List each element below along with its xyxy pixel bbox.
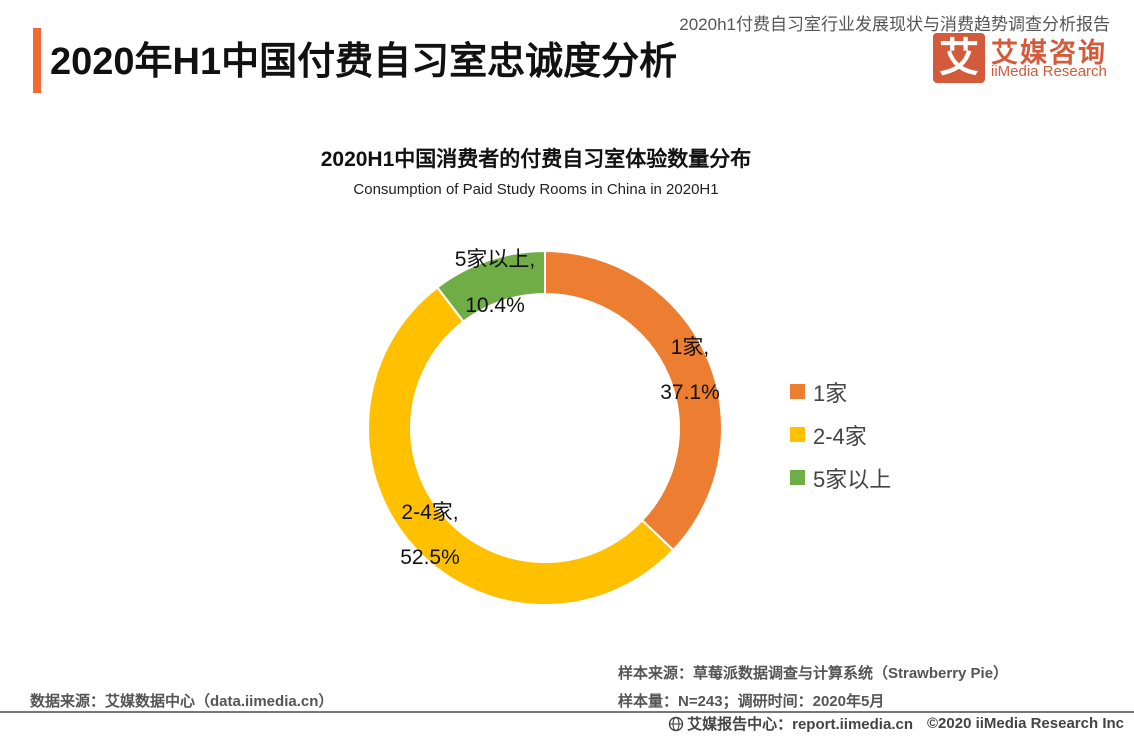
label-2-4-name: 2-4家, [401,501,458,524]
footer-divider [0,711,1134,713]
logo-icon: 艾 [933,33,985,83]
iimedia-logo: 艾 艾媒咨询 iiMedia Research [933,33,1113,85]
page-title: 2020年H1中国付费自习室忠诚度分析 [50,41,678,83]
logo-name-cn: 艾媒咨询 [991,38,1107,68]
copyright: ©2020 iiMedia Research Inc [927,715,1124,732]
legend-item-2-4: 2-4家 [790,413,891,456]
chart-subtitle: Consumption of Paid Study Rooms in China… [353,181,719,198]
logo-name-en: iiMedia Research [991,63,1107,80]
footer-bar: 艾媒报告中心：report.iimedia.cn ©2020 iiMedia R… [668,713,1124,734]
globe-icon [668,716,684,731]
slice-2-4 [367,286,675,606]
label-2-4-value: 52.5% [400,546,460,569]
chart-legend: 1家 2-4家 5家以上 [790,370,891,499]
label-5plus-value: 10.4% [465,294,525,317]
legend-item-1: 1家 [790,370,891,413]
legend-label-5plus: 5家以上 [813,466,892,492]
slice-5plus [435,249,546,324]
title-accent-bar [33,28,41,93]
legend-swatch-1 [790,384,805,399]
slice-1 [544,249,723,552]
report-center-link[interactable]: 艾媒报告中心：report.iimedia.cn [687,716,913,733]
chart-title: 2020H1中国消费者的付费自习室体验数量分布 [320,148,752,171]
legend-swatch-5plus [790,470,805,485]
label-5plus-name: 5家以上, [455,248,536,271]
legend-label-2-4: 2-4家 [813,423,867,449]
data-source: 数据来源：艾媒数据中心（data.iimedia.cn） [30,693,334,710]
report-title: 2020h1付费自习室行业发展现状与消费趋势调查分析报告 [679,15,1110,34]
label-1-value: 37.1% [660,381,720,404]
sample-size: 样本量：N=243；调研时间：2020年5月 [618,693,885,710]
legend-swatch-2-4 [790,427,805,442]
sample-source: 样本来源：草莓派数据调查与计算系统（Strawberry Pie） [618,665,1009,682]
label-1-name: 1家, [671,336,710,359]
legend-label-1: 1家 [813,380,848,406]
legend-item-5plus: 5家以上 [790,456,891,499]
